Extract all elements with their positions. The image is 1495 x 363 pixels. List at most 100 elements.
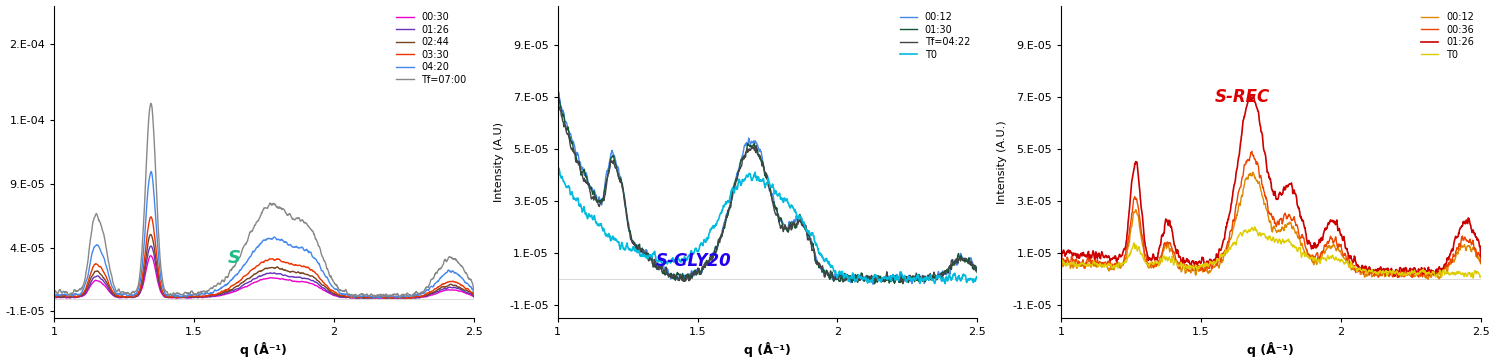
00:30 [100,290,118,294]
T0 [770,193,788,197]
01:26 [142,244,160,248]
T0 [1123,247,1141,252]
Tf=04:22 [604,159,622,164]
Text: S-GLY20: S-GLY20 [656,252,731,270]
00:12 [1235,188,1253,192]
T0 [549,209,567,214]
04:20 [227,272,245,277]
T0 [1464,276,1482,280]
01:26 [1108,258,1126,262]
00:30 [187,295,205,299]
00:30 [465,295,483,299]
00:30 [142,254,160,258]
01:30 [691,272,709,277]
00:30 [275,277,293,281]
Line: 00:12: 00:12 [558,92,978,284]
04:20 [45,295,63,299]
T0 [1108,262,1126,266]
00:12 [1108,262,1126,266]
00:12 [1123,224,1141,228]
01:30 [969,270,987,274]
02:44 [227,284,245,289]
00:36 [1052,266,1070,270]
Text: S-REC: S-REC [1215,88,1271,106]
03:30 [266,258,284,262]
01:26 [275,273,293,278]
01:26 [187,295,205,299]
00:36 [1123,211,1141,215]
04:20 [187,292,205,297]
Tf=04:22 [894,281,912,286]
02:44 [187,295,205,299]
02:44 [117,295,135,299]
T0 [620,248,638,252]
03:30 [399,296,417,301]
Line: 04:20: 04:20 [54,172,474,298]
Y-axis label: Intensity (A.U.): Intensity (A.U.) [997,120,1008,204]
03:30 [100,284,118,289]
Line: 03:30: 03:30 [54,217,474,298]
Y-axis label: Intensity (A.U): Intensity (A.U) [493,122,504,202]
Line: 00:30: 00:30 [54,256,474,298]
00:30 [266,276,284,280]
Tf=04:22 [549,171,567,176]
00:12 [969,268,987,272]
Line: T0: T0 [558,168,978,284]
Tf=04:22 [691,269,709,273]
01:26 [1123,178,1141,183]
04:20 [100,277,118,282]
01:30 [779,229,797,233]
00:12 [620,228,638,232]
00:30 [117,295,135,299]
01:26 [266,271,284,275]
03:30 [465,292,483,297]
02:44 [45,295,63,300]
01:26 [1272,193,1290,197]
01:30 [604,154,622,158]
04:20 [117,291,135,296]
00:36 [1281,216,1299,220]
02:44 [275,268,293,272]
02:44 [100,286,118,290]
01:26 [1235,118,1253,123]
01:26 [1245,94,1263,98]
Line: 00:36: 00:36 [1061,151,1480,277]
T0 [1471,274,1489,279]
Tf=07:00 [465,287,483,292]
02:44 [142,232,160,237]
03:30 [227,281,245,285]
Tf=07:00 [390,295,408,299]
01:26 [1386,274,1404,278]
01:30 [550,95,568,99]
01:26 [465,294,483,298]
00:12 [604,154,622,158]
00:12 [1471,261,1489,266]
00:12 [731,162,749,166]
01:26 [227,287,245,291]
X-axis label: q (Å⁻¹): q (Å⁻¹) [1247,342,1295,358]
00:36 [1272,220,1290,224]
Tf=07:00 [227,260,245,265]
03:30 [142,215,160,219]
X-axis label: q (Å⁻¹): q (Å⁻¹) [745,342,791,358]
Tf=04:22 [969,269,987,273]
02:44 [465,294,483,298]
01:26 [117,295,135,299]
Tf=04:22 [770,216,788,220]
T0 [969,275,987,279]
Line: 01:26: 01:26 [1061,96,1480,276]
01:26 [1281,182,1299,186]
T0 [550,166,568,170]
T0 [1052,267,1070,272]
Line: Tf=07:00: Tf=07:00 [54,103,474,297]
T0 [1193,264,1211,268]
T0 [1235,231,1253,235]
T0 [1281,241,1299,245]
00:30 [227,289,245,293]
00:12 [779,227,797,232]
Line: 00:12: 00:12 [1061,172,1480,279]
01:26 [407,296,425,301]
03:30 [117,295,135,299]
Tf=07:00 [117,291,135,295]
03:30 [187,294,205,298]
